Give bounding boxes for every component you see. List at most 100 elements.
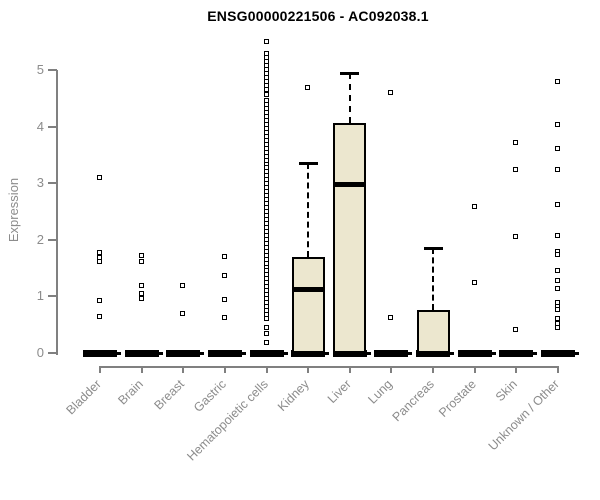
- y-tick: [48, 295, 57, 298]
- outlier-point: [263, 39, 269, 45]
- y-tick: [48, 69, 57, 71]
- zero-bar-cap: [366, 352, 371, 355]
- outlier-point: [138, 253, 144, 259]
- outlier-point: [555, 167, 561, 173]
- outlier-point: [263, 316, 269, 322]
- outlier-point: [555, 324, 561, 330]
- outlier-point: [138, 258, 144, 264]
- whisker: [348, 72, 351, 124]
- outlier-point: [97, 259, 102, 265]
- outlier-point: [221, 253, 227, 259]
- zero-bar-cap: [117, 352, 121, 355]
- outlier-point: [513, 140, 519, 145]
- outlier-point: [97, 314, 102, 320]
- outlier-point: [555, 121, 561, 127]
- outlier-point: [97, 175, 102, 181]
- chart-title: ENSG00000221506 - AC092038.1: [207, 8, 429, 24]
- outlier-point: [555, 267, 561, 273]
- zero-bar-cap: [575, 352, 580, 355]
- outlier-point: [263, 92, 269, 98]
- zero-bar-cap: [491, 352, 496, 355]
- x-tick: [473, 366, 476, 373]
- outlier-point: [513, 233, 519, 239]
- outlier-point: [513, 167, 519, 173]
- outlier-point: [305, 85, 311, 91]
- zero-bar: [207, 350, 242, 357]
- zero-bar-cap: [283, 352, 288, 355]
- outlier-point: [138, 291, 144, 297]
- outlier-point: [555, 78, 561, 84]
- zero-bar: [124, 350, 159, 357]
- outlier-point: [221, 296, 227, 302]
- whisker: [307, 162, 310, 257]
- outlier-point: [221, 314, 227, 320]
- whisker-cap: [298, 161, 318, 165]
- x-tick: [182, 366, 185, 373]
- outlier-point: [555, 145, 561, 151]
- outlier-point: [555, 252, 561, 258]
- x-tick: [140, 366, 143, 373]
- zero-bar-cap: [325, 352, 330, 355]
- outlier-point: [97, 254, 102, 260]
- y-tick: [48, 125, 57, 128]
- outlier-point: [555, 316, 561, 322]
- zero-bar-cap: [200, 352, 205, 355]
- zero-bar: [166, 350, 201, 357]
- x-axis-line: [99, 366, 560, 368]
- y-tick-label: 1: [36, 288, 44, 304]
- box: [333, 123, 367, 353]
- x-tick: [265, 366, 268, 373]
- x-tick: [99, 366, 101, 373]
- y-tick-label: 3: [36, 175, 44, 191]
- y-tick-label: 2: [36, 231, 44, 247]
- y-axis-label: Expression: [6, 177, 21, 243]
- median-line: [291, 286, 325, 292]
- zero-bar-cap: [241, 352, 246, 355]
- zero-bar: [249, 350, 284, 357]
- x-tick: [432, 366, 435, 373]
- outlier-point: [263, 324, 269, 330]
- zero-bar: [374, 350, 409, 357]
- outlier-point: [263, 331, 269, 337]
- outlier-point: [263, 86, 269, 92]
- y-tick-label: 0: [36, 345, 44, 360]
- outlier-point: [555, 232, 561, 238]
- whisker-cap: [423, 246, 443, 250]
- outlier-point: [388, 90, 394, 96]
- y-tick: [48, 182, 57, 185]
- y-tick: [48, 238, 57, 241]
- y-axis-line: [56, 70, 58, 355]
- zero-bar: [83, 350, 117, 357]
- x-tick: [348, 366, 351, 373]
- zero-bar: [499, 350, 534, 357]
- zero-bar: [332, 350, 367, 357]
- outlier-point: [555, 306, 561, 312]
- outlier-point: [471, 203, 477, 209]
- zero-bar: [541, 350, 576, 357]
- outlier-point: [221, 273, 227, 279]
- box: [416, 309, 450, 353]
- zero-bar-cap: [408, 352, 413, 355]
- median-line: [333, 182, 367, 188]
- zero-bar-cap: [450, 352, 455, 355]
- x-tick: [557, 366, 560, 373]
- outlier-point: [138, 296, 144, 302]
- zero-bar: [291, 350, 326, 357]
- zero-bar-cap: [158, 352, 163, 355]
- outlier-point: [180, 283, 186, 289]
- box: [291, 256, 325, 353]
- outlier-point: [513, 326, 519, 332]
- outlier-point: [263, 339, 269, 345]
- outlier-point: [555, 202, 561, 208]
- outlier-point: [471, 279, 477, 285]
- outlier-point: [555, 286, 561, 292]
- outlier-point: [388, 314, 394, 320]
- outlier-point: [97, 298, 102, 304]
- outlier-point: [180, 310, 186, 316]
- zero-bar-cap: [533, 352, 538, 355]
- outlier-point: [97, 250, 102, 256]
- y-tick-label: 5: [36, 62, 44, 77]
- x-tick: [223, 366, 226, 373]
- whisker-cap: [340, 71, 360, 75]
